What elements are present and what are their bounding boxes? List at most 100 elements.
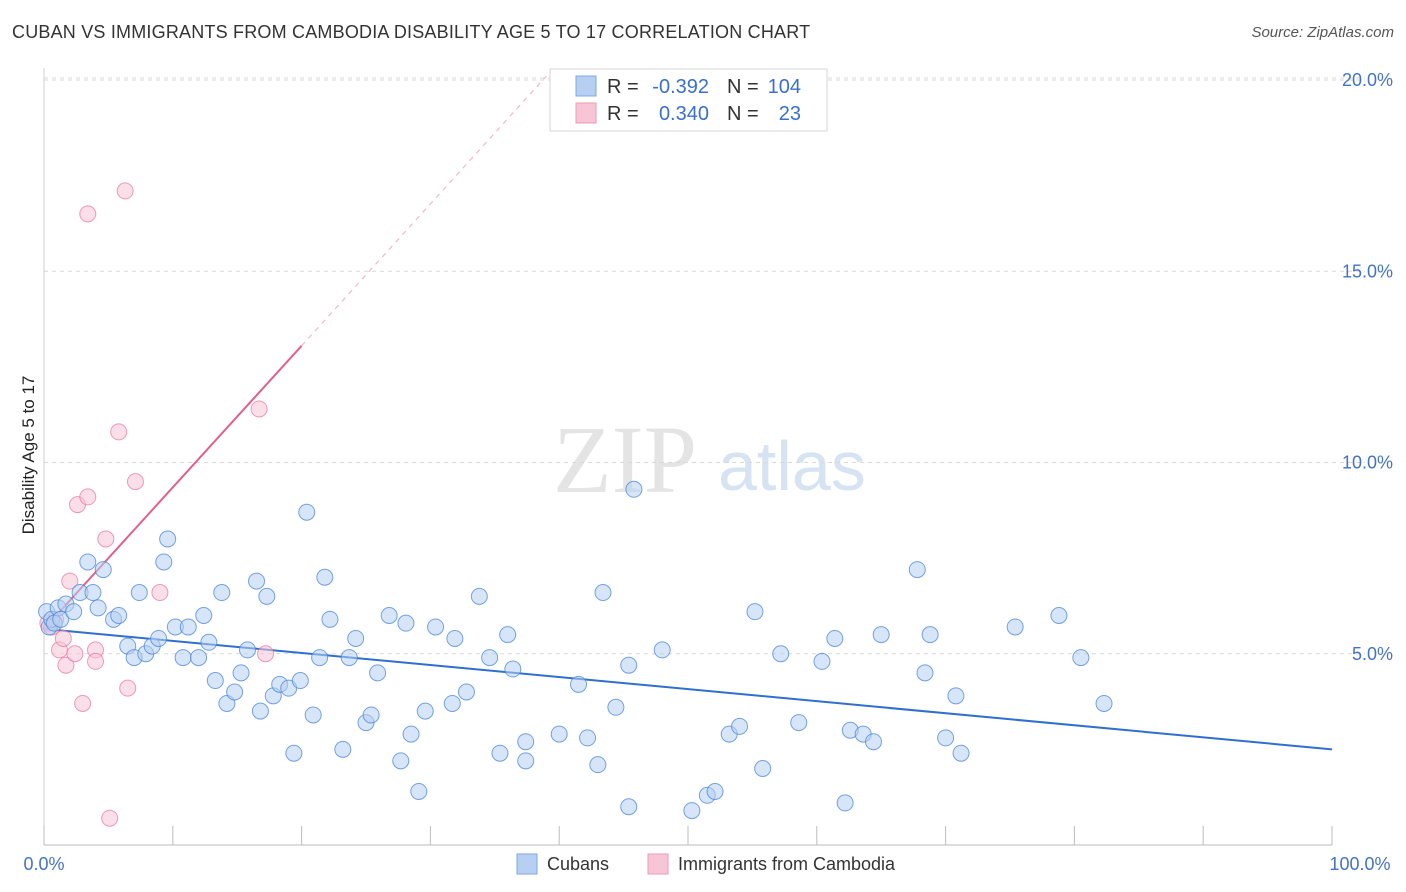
point-cubans bbox=[298, 503, 316, 521]
correlation-legend: R = -0.392 N = 104 R = 0.340 N = 23 bbox=[549, 68, 828, 132]
legend-r-value-cambodia: 0.340 bbox=[659, 103, 709, 125]
point-cubans bbox=[1095, 694, 1113, 712]
point-cubans bbox=[200, 633, 218, 651]
bottom-legend-swatch-cubans bbox=[516, 853, 538, 875]
point-cambodia bbox=[110, 423, 128, 441]
point-cubans bbox=[226, 683, 244, 701]
point-cubans bbox=[620, 798, 638, 816]
point-cubans bbox=[772, 645, 790, 663]
point-cambodia bbox=[61, 572, 79, 590]
point-cubans bbox=[65, 603, 83, 621]
point-cubans bbox=[517, 733, 535, 751]
point-cubans bbox=[334, 740, 352, 758]
point-cubans bbox=[683, 802, 701, 820]
point-cubans bbox=[653, 641, 671, 659]
point-cambodia bbox=[116, 182, 134, 200]
x-ticks bbox=[43, 826, 1333, 845]
point-cubans bbox=[239, 641, 257, 659]
point-cubans bbox=[159, 530, 177, 548]
point-cubans bbox=[79, 553, 97, 571]
point-cubans bbox=[491, 744, 509, 762]
point-cubans bbox=[155, 553, 173, 571]
point-cubans bbox=[754, 760, 772, 777]
point-cubans bbox=[251, 702, 269, 720]
point-cubans bbox=[316, 568, 334, 586]
point-cubans bbox=[790, 714, 808, 732]
legend-r-label-cambodia: R = bbox=[607, 103, 639, 125]
point-cubans bbox=[285, 744, 303, 762]
point-cubans bbox=[1050, 607, 1068, 624]
legend-n-value-cambodia: 23 bbox=[779, 103, 801, 125]
point-cubans bbox=[427, 618, 445, 636]
y-tick-label: 10.0% bbox=[1342, 453, 1393, 473]
point-cubans bbox=[213, 584, 231, 602]
point-cambodia bbox=[79, 488, 97, 506]
point-cubans bbox=[321, 610, 339, 628]
point-cubans bbox=[311, 649, 329, 667]
y-tick-label: 15.0% bbox=[1342, 261, 1393, 281]
point-cubans bbox=[392, 752, 410, 770]
point-cubans bbox=[457, 683, 475, 701]
point-cambodia bbox=[119, 679, 137, 697]
point-cubans bbox=[397, 614, 415, 632]
legend-n-label-cubans: N = bbox=[727, 76, 759, 98]
point-cambodia bbox=[79, 205, 97, 223]
point-cubans bbox=[174, 649, 192, 667]
point-cubans bbox=[499, 626, 517, 644]
point-cambodia bbox=[97, 530, 115, 548]
point-cubans bbox=[517, 752, 535, 770]
point-cubans bbox=[362, 706, 380, 724]
point-cubans bbox=[89, 599, 107, 617]
point-cubans bbox=[1072, 649, 1090, 667]
y-axis-title: Disability Age 5 to 17 bbox=[19, 376, 38, 535]
point-cubans bbox=[195, 607, 213, 624]
bottom-legend-swatch-cambodia bbox=[647, 853, 669, 875]
point-cubans bbox=[340, 649, 358, 667]
series-legend: Cubans Immigrants from Cambodia bbox=[516, 853, 896, 875]
point-cambodia bbox=[126, 473, 144, 491]
point-cubans bbox=[589, 756, 607, 774]
point-cubans bbox=[291, 672, 309, 690]
point-cubans bbox=[908, 561, 926, 579]
point-cubans bbox=[416, 702, 434, 720]
point-cambodia bbox=[151, 584, 169, 602]
x-tick-label-min: 0.0% bbox=[23, 854, 64, 874]
point-cubans bbox=[872, 626, 890, 644]
point-cubans bbox=[304, 706, 322, 724]
point-cubans bbox=[836, 794, 854, 812]
watermark-zip: ZIP bbox=[553, 406, 697, 513]
trend-line-cambodia-extension bbox=[301, 75, 547, 347]
point-cubans bbox=[369, 664, 387, 682]
point-cubans bbox=[110, 607, 128, 624]
point-cubans bbox=[921, 626, 939, 644]
point-cambodia bbox=[257, 645, 275, 663]
point-cubans bbox=[706, 782, 724, 800]
point-cubans bbox=[826, 629, 844, 647]
watermark-atlas: atlas bbox=[718, 427, 866, 505]
point-cubans bbox=[607, 698, 625, 716]
point-cubans bbox=[746, 603, 764, 621]
point-cubans bbox=[446, 629, 464, 647]
gridlines bbox=[44, 77, 1365, 655]
point-cubans bbox=[248, 572, 266, 590]
point-cubans bbox=[410, 782, 428, 800]
point-cubans bbox=[620, 656, 638, 674]
point-cambodia bbox=[66, 645, 84, 663]
point-cubans bbox=[947, 687, 965, 705]
point-cubans bbox=[130, 584, 148, 602]
legend-swatch-cubans bbox=[575, 75, 597, 97]
point-cubans bbox=[470, 587, 488, 605]
point-cubans bbox=[504, 660, 522, 678]
point-cubans bbox=[347, 629, 365, 647]
point-cubans bbox=[380, 607, 398, 624]
legend-swatch-cambodia bbox=[575, 102, 597, 124]
point-cubans bbox=[579, 729, 597, 747]
point-cubans bbox=[1006, 618, 1024, 636]
point-cambodia bbox=[74, 694, 92, 712]
source-credit: Source: ZipAtlas.com bbox=[1251, 24, 1394, 41]
point-cubans bbox=[481, 649, 499, 667]
legend-n-label-cambodia: N = bbox=[727, 103, 759, 125]
x-tick-label-max: 100.0% bbox=[1329, 854, 1390, 874]
point-cubans bbox=[916, 664, 934, 682]
